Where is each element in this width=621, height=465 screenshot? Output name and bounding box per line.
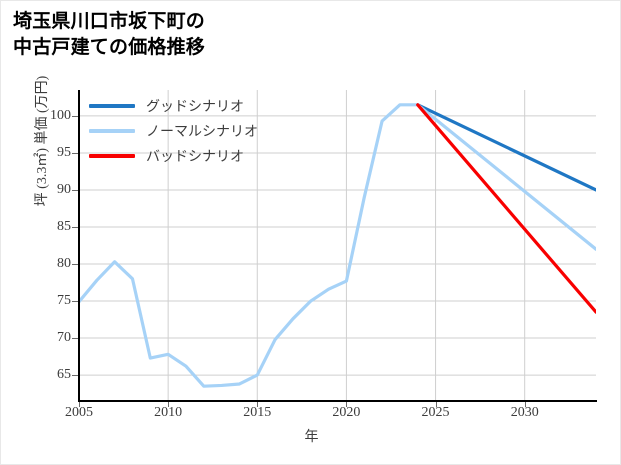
- y-tick-mark: [72, 375, 78, 377]
- x-tick-mark: [79, 402, 80, 407]
- x-tick: 2030: [495, 405, 555, 421]
- x-tick-mark: [168, 402, 170, 407]
- gridlines-vertical: [79, 90, 526, 401]
- legend-color-swatch: [89, 103, 135, 108]
- series-line: [416, 103, 596, 192]
- legend-item-label: ノーマルシナリオ: [146, 124, 258, 140]
- y-tick-label: 95: [57, 144, 71, 160]
- y-tick-mark: [72, 189, 78, 191]
- x-tick-label: 2020: [332, 405, 361, 420]
- series-line: [416, 103, 596, 314]
- plot-svg: [79, 90, 596, 401]
- y-tick-label: 90: [57, 181, 71, 197]
- legend-item[interactable]: ノーマルシナリオ: [89, 118, 258, 143]
- y-tick-mark: [72, 338, 78, 340]
- legend-item-label: バッドシナリオ: [146, 149, 244, 165]
- x-tick-mark: [346, 402, 348, 407]
- x-tick-mark: [524, 402, 526, 407]
- y-tick-mark: [72, 115, 78, 117]
- legend-item[interactable]: グッドシナリオ: [89, 93, 258, 118]
- legend-item[interactable]: バッドシナリオ: [89, 143, 258, 168]
- x-tick-label: 2005: [65, 405, 93, 420]
- y-axis-spine: [78, 90, 80, 401]
- x-tick: 2005: [49, 405, 109, 421]
- x-tick: 2025: [406, 405, 466, 421]
- y-tick-mark: [72, 264, 78, 265]
- y-tick-label: 80: [57, 256, 71, 271]
- y-tick-label: 85: [57, 218, 71, 234]
- y-axis-label: 坪 (3.3㎡) 単価 (万円): [35, 75, 50, 207]
- chart-legend: グッドシナリオ ノーマルシナリオ バッドシナリオ: [89, 93, 258, 168]
- x-tick: 2015: [227, 405, 287, 421]
- y-tick-label: 70: [57, 330, 71, 346]
- series-line: [79, 103, 596, 388]
- x-tick-label: 2025: [421, 405, 450, 420]
- x-tick-mark: [257, 402, 259, 407]
- x-tick-mark: [435, 402, 437, 407]
- y-tick-label: 75: [57, 293, 71, 309]
- x-tick: 2020: [316, 405, 376, 421]
- x-tick: 2010: [138, 405, 198, 421]
- x-axis-spine: [78, 400, 597, 402]
- y-tick-mark: [72, 152, 78, 154]
- legend-color-swatch: [89, 128, 135, 133]
- x-axis-label: 年: [304, 430, 319, 445]
- legend-color-swatch: [89, 153, 135, 158]
- y-tick-mark: [72, 226, 78, 228]
- plot-area: [79, 90, 596, 401]
- chart-title: 埼玉県川口市坂下町の 中古戸建ての価格推移: [13, 11, 206, 58]
- legend-item-label: グッドシナリオ: [146, 99, 244, 115]
- gridlines-horizontal: [79, 115, 596, 376]
- x-tick-label: 2015: [243, 405, 272, 420]
- y-tick-mark: [72, 301, 78, 303]
- y-tick-label: 100: [50, 107, 71, 123]
- x-tick-label: 2030: [510, 405, 539, 420]
- x-tick-label: 2010: [154, 405, 183, 420]
- y-tick-label: 65: [57, 367, 71, 383]
- data-series-group: [79, 103, 596, 388]
